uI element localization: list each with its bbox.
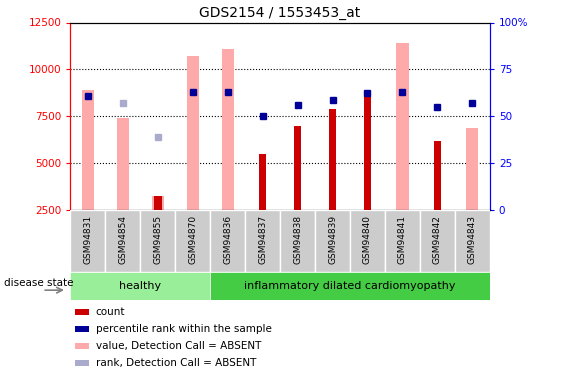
Bar (154, 196, 162, 210)
Bar (222, 49, 234, 210)
Bar (74, 360, 90, 366)
Text: GSM94839: GSM94839 (328, 215, 337, 264)
Text: GSM94842: GSM94842 (433, 215, 442, 264)
Bar (210, 210, 245, 272)
Bar (140, 210, 175, 272)
Bar (186, 56, 199, 210)
Bar (70, 272, 210, 300)
Text: GSM94854: GSM94854 (118, 215, 127, 264)
Bar (434, 141, 441, 210)
Bar (294, 126, 301, 210)
Bar (82, 90, 94, 210)
Bar (70, 210, 105, 272)
Text: percentile rank within the sample: percentile rank within the sample (96, 324, 271, 334)
Bar (329, 109, 336, 210)
Bar (175, 210, 210, 272)
Text: GSM94840: GSM94840 (363, 215, 372, 264)
Bar (74, 309, 90, 315)
Title: GDS2154 / 1553453_at: GDS2154 / 1553453_at (199, 6, 361, 20)
Text: GSM94838: GSM94838 (293, 215, 302, 264)
Bar (350, 210, 385, 272)
Bar (117, 118, 129, 210)
Bar (259, 154, 266, 210)
Bar (74, 326, 90, 332)
Bar (396, 43, 409, 210)
Bar (455, 210, 490, 272)
Bar (315, 210, 350, 272)
Text: GSM94836: GSM94836 (223, 215, 232, 264)
Text: inflammatory dilated cardiomyopathy: inflammatory dilated cardiomyopathy (244, 281, 455, 291)
Text: GSM94843: GSM94843 (468, 215, 477, 264)
Text: disease state: disease state (3, 278, 73, 288)
Bar (385, 210, 420, 272)
Bar (74, 343, 90, 349)
Text: GSM94837: GSM94837 (258, 215, 267, 264)
Text: healthy: healthy (119, 281, 162, 291)
Bar (245, 210, 280, 272)
Bar (105, 210, 140, 272)
Text: value, Detection Call = ABSENT: value, Detection Call = ABSENT (96, 341, 261, 351)
Text: GSM94870: GSM94870 (188, 215, 197, 264)
Bar (151, 196, 164, 210)
Bar (280, 210, 315, 272)
Bar (364, 96, 372, 210)
Bar (420, 210, 455, 272)
Text: count: count (96, 307, 125, 317)
Bar (466, 128, 479, 210)
Text: rank, Detection Call = ABSENT: rank, Detection Call = ABSENT (96, 358, 256, 368)
Bar (210, 272, 490, 300)
Text: GSM94855: GSM94855 (153, 215, 162, 264)
Text: GSM94841: GSM94841 (398, 215, 407, 264)
Text: GSM94831: GSM94831 (83, 215, 92, 264)
